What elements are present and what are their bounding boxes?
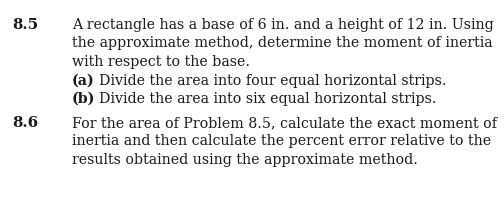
Text: Divide the area into six equal horizontal strips.: Divide the area into six equal horizonta…	[90, 92, 436, 106]
Text: with respect to the base.: with respect to the base.	[72, 55, 250, 69]
Text: (a): (a)	[72, 74, 95, 88]
Text: 8.5: 8.5	[12, 18, 38, 32]
Text: (b): (b)	[72, 92, 95, 106]
Text: 8.6: 8.6	[12, 116, 38, 130]
Text: A rectangle has a base of 6 in. and a height of 12 in. Using: A rectangle has a base of 6 in. and a he…	[72, 18, 494, 32]
Text: Divide the area into four equal horizontal strips.: Divide the area into four equal horizont…	[90, 74, 447, 88]
Text: For the area of Problem 8.5, calculate the exact moment of: For the area of Problem 8.5, calculate t…	[72, 116, 497, 130]
Text: inertia and then calculate the percent error relative to the: inertia and then calculate the percent e…	[72, 134, 491, 148]
Text: the approximate method, determine the moment of inertia: the approximate method, determine the mo…	[72, 36, 492, 50]
Text: results obtained using the approximate method.: results obtained using the approximate m…	[72, 153, 418, 167]
